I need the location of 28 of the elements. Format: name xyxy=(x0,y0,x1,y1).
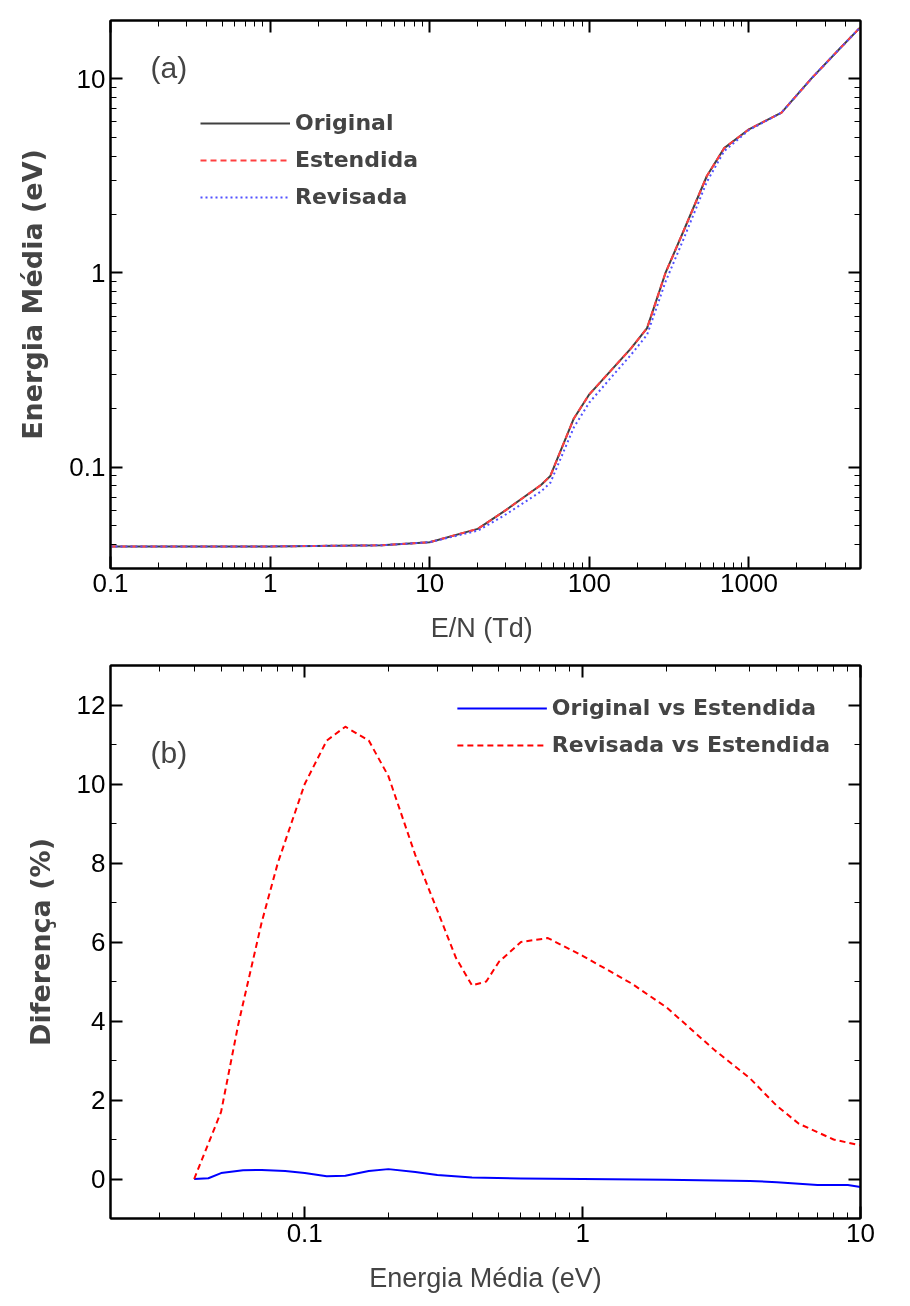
x-tick-label: 1 xyxy=(262,567,278,598)
y-tick-label: 2 xyxy=(91,1085,106,1115)
y-tick-label: 0 xyxy=(91,1164,106,1194)
x-tick-label: 1000 xyxy=(720,567,778,598)
x-tick-label: 100 xyxy=(567,567,612,598)
x-axis-title: E/N (Td) xyxy=(430,612,533,643)
x-tick-label: 1 xyxy=(575,1217,590,1248)
y-axis-title: Energia Média (eV) xyxy=(17,149,49,440)
x-tick-label: 0.1 xyxy=(286,1217,323,1248)
y-tick-label: 0.1 xyxy=(69,452,106,483)
y-tick-label: 12 xyxy=(76,690,106,720)
y-tick-label: 1 xyxy=(91,257,106,288)
y-tick-label: 4 xyxy=(91,1006,106,1036)
legend-label: Revisada xyxy=(295,184,408,209)
annotation: (a) xyxy=(150,50,188,84)
legend-label: Original xyxy=(295,110,394,135)
legend-label: Estendida xyxy=(295,147,419,172)
y-tick-label: 8 xyxy=(91,848,106,878)
legend-label: Original vs Estendida xyxy=(551,695,817,720)
y-tick-label: 6 xyxy=(91,927,106,957)
annotation: (b) xyxy=(150,735,188,769)
y-axis-title: Diferença (%) xyxy=(24,838,56,1046)
x-tick-label: 10 xyxy=(415,567,445,598)
x-axis-title: Energia Média (eV) xyxy=(369,1262,602,1293)
y-tick-label: 10 xyxy=(76,63,106,94)
legend-label: Revisada vs Estendida xyxy=(551,732,830,757)
y-tick-label: 10 xyxy=(76,769,106,799)
x-tick-label: 10 xyxy=(846,1217,875,1248)
